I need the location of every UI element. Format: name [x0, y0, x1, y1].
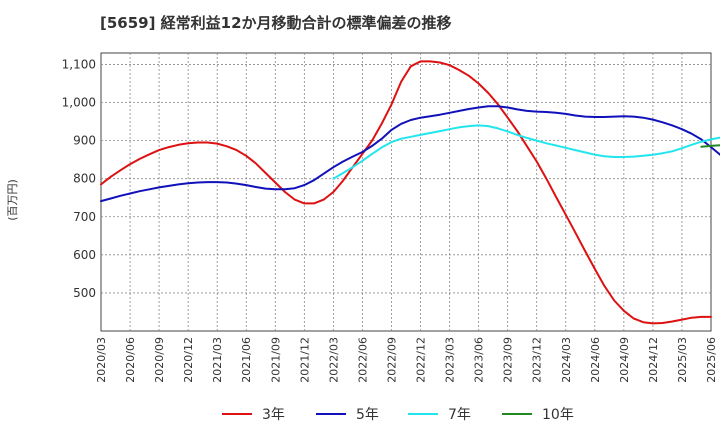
x-tick-label: 2023/06 [473, 337, 486, 383]
y-tick-label: 500 [73, 286, 96, 300]
x-tick-label: 2022/12 [415, 337, 428, 383]
x-tick-label: 2023/03 [444, 337, 457, 383]
plot-area [100, 52, 712, 332]
x-tick-label: 2025/06 [705, 337, 718, 383]
x-tick-label: 2020/09 [153, 337, 166, 383]
x-tick-label: 2023/12 [531, 337, 544, 383]
y-tick-label: 600 [73, 248, 96, 262]
y-axis-label: (百万円) [6, 179, 19, 221]
legend-label-1: 3年 [262, 407, 285, 423]
x-tick-label: 2021/12 [298, 337, 311, 383]
legend-label-4: 10年 [542, 407, 574, 423]
series-line-1 [100, 60, 712, 325]
x-tick-label: 2024/12 [647, 337, 660, 383]
x-tick-label: 2020/03 [95, 337, 108, 383]
y-tick-label: 700 [73, 210, 96, 224]
legend-label-3: 7年 [448, 407, 471, 423]
x-tick-label: 2025/03 [676, 337, 689, 383]
x-tick-label: 2020/12 [182, 337, 195, 383]
y-tick-label: 800 [73, 172, 96, 186]
x-tick-label: 2021/06 [240, 337, 253, 383]
x-tick-label: 2022/03 [327, 337, 340, 383]
x-tick-label: 2022/09 [385, 337, 398, 383]
x-tick-label: 2023/09 [502, 337, 515, 383]
x-tick-label: 2022/06 [356, 337, 369, 383]
chart-title: [5659] 経常利益12か月移動合計の標準偏差の推移 [100, 14, 452, 32]
x-tick-label: 2024/03 [560, 337, 573, 383]
series-line-3 [332, 124, 720, 180]
y-tick-label: 1,100 [62, 57, 96, 71]
x-tick-label: 2020/06 [124, 337, 137, 383]
x-tick-label: 2021/09 [269, 337, 282, 383]
legend-label-2: 5年 [356, 407, 379, 423]
x-tick-label: 2021/03 [211, 337, 224, 383]
series-line-4 [700, 144, 720, 148]
x-tick-label: 2024/09 [618, 337, 631, 383]
y-tick-label: 900 [73, 134, 96, 148]
series-line-2 [100, 105, 720, 203]
y-tick-label: 1,000 [62, 96, 96, 110]
x-tick-label: 2024/06 [589, 337, 602, 383]
